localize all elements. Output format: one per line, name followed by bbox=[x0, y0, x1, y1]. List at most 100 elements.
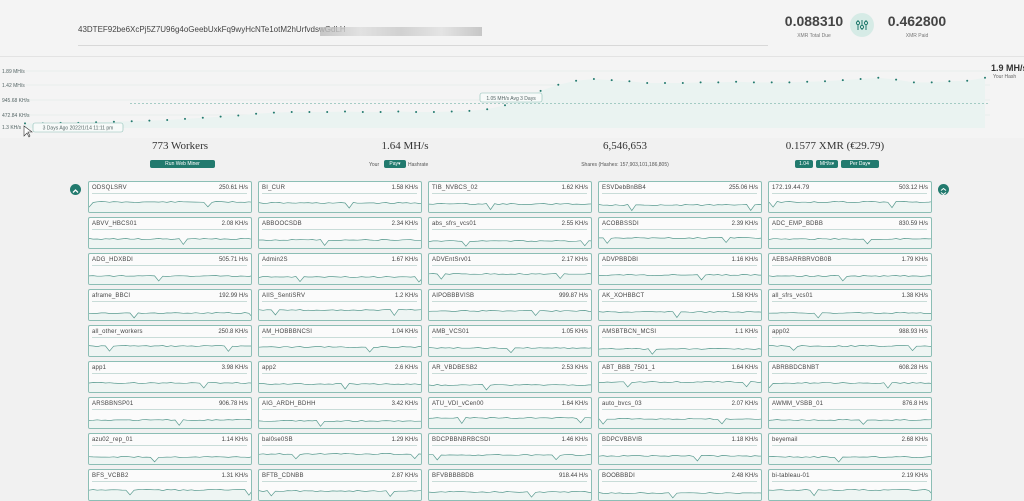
worker-hashrate: 1.31 KH/s bbox=[221, 473, 248, 479]
worker-divider bbox=[772, 373, 927, 374]
worker-tile[interactable]: beyemail 2.68 KH/s bbox=[768, 433, 932, 465]
worker-tile[interactable]: BDCPBBNBRBCSDI 1.46 KH/s bbox=[428, 433, 592, 465]
worker-tile[interactable]: AMSBTBCN_MCSI 1.1 KH/s bbox=[598, 325, 762, 357]
worker-divider bbox=[262, 337, 417, 338]
shares-value: 6,546,653 bbox=[603, 140, 647, 152]
sort-workers-button[interactable] bbox=[938, 184, 949, 196]
collapse-workers-button[interactable] bbox=[70, 184, 81, 195]
worker-hashrate: 988.93 H/s bbox=[898, 329, 928, 335]
worker-hashrate: 503.12 H/s bbox=[898, 185, 928, 191]
worker-tile[interactable]: app02 988.93 H/s bbox=[768, 325, 932, 357]
worker-tile[interactable]: ACOBBSSDI 2.39 KH/s bbox=[598, 217, 762, 249]
worker-tile[interactable]: AR_VBDBESB2 2.53 KH/s bbox=[428, 361, 592, 393]
worker-tile[interactable]: BFTB_CDNBB 2.87 KH/s bbox=[258, 469, 422, 501]
worker-hashrate: 1.58 KH/s bbox=[391, 185, 418, 191]
chart-point bbox=[592, 78, 595, 80]
worker-tile[interactable]: ABRBBDCBNBT 608.28 H/s bbox=[768, 361, 932, 393]
calc-hashrate-input[interactable]: 1.04 bbox=[795, 160, 813, 168]
worker-sparkline bbox=[599, 418, 761, 428]
worker-divider bbox=[262, 265, 417, 266]
summary-bar: 773 Workers Run Web Miner 1.64 MH/s Your… bbox=[0, 138, 1024, 180]
worker-tile[interactable]: bal0se0SB 1.29 KH/s bbox=[258, 433, 422, 465]
chart-point bbox=[272, 111, 275, 114]
worker-tile[interactable]: AIPOBBBVISB 999.87 H/s bbox=[428, 289, 592, 321]
chart-point bbox=[735, 80, 738, 83]
chart-point bbox=[201, 116, 204, 119]
worker-hashrate: 1.16 KH/s bbox=[731, 257, 758, 263]
worker-name: AM_HOBBBNCSI bbox=[262, 329, 313, 335]
worker-tile[interactable]: auto_bvcs_03 2.07 KH/s bbox=[598, 397, 762, 429]
worker-tile[interactable]: AIIS_SentiSRV 1.2 KH/s bbox=[258, 289, 422, 321]
worker-sparkline bbox=[89, 419, 251, 428]
worker-tile[interactable]: AEBSARRBRVOB0B 1.79 KH/s bbox=[768, 253, 932, 285]
worker-sparkline bbox=[769, 345, 931, 356]
worker-tile[interactable]: BFVBBBBBDB 918.44 H/s bbox=[428, 469, 592, 501]
worker-divider bbox=[602, 445, 757, 446]
calc-period-dropdown[interactable]: Per Day ▾ bbox=[841, 160, 879, 168]
worker-divider bbox=[772, 445, 927, 446]
worker-tile[interactable]: TIB_NVBCS_02 1.62 KH/s bbox=[428, 181, 592, 213]
worker-hashrate: 2.34 KH/s bbox=[391, 221, 418, 227]
worker-name: BDCPBBNBRBCSDI bbox=[432, 437, 491, 443]
wallet-underline bbox=[78, 45, 768, 46]
worker-tile[interactable]: AMB_VCS01 1.05 KH/s bbox=[428, 325, 592, 357]
worker-tile[interactable]: ADG_HDXBDI 505.71 H/s bbox=[88, 253, 252, 285]
worker-name: ESVDebBnBB4 bbox=[602, 185, 646, 191]
run-web-miner-button[interactable]: Run Web Miner bbox=[150, 160, 215, 168]
worker-tile[interactable]: AM_HOBBBNCSI 1.04 KH/s bbox=[258, 325, 422, 357]
worker-tile[interactable]: ABBOOCSDB 2.34 KH/s bbox=[258, 217, 422, 249]
y-tick-4: 1.3 KH/s bbox=[2, 125, 22, 131]
worker-name: 172.19.44.79 bbox=[772, 185, 810, 191]
worker-tile[interactable]: ABVV_HBCS01 2.08 KH/s bbox=[88, 217, 252, 249]
worker-tile[interactable]: app2 2.6 KH/s bbox=[258, 361, 422, 393]
worker-name: ABVV_HBCS01 bbox=[92, 221, 137, 227]
worker-tile[interactable]: BFS_VCBB2 1.31 KH/s bbox=[88, 469, 252, 501]
worker-tile[interactable]: all_other_workers 250.8 KH/s bbox=[88, 325, 252, 357]
worker-hashrate: 1.04 KH/s bbox=[391, 329, 418, 335]
wallet-address[interactable]: 43DTEF92be6XcPj5Z7U96g4oGeebUxkFq9wyHcNT… bbox=[78, 25, 346, 34]
worker-sparkline bbox=[89, 382, 251, 392]
worker-hashrate: 608.28 H/s bbox=[898, 365, 928, 371]
worker-tile[interactable]: ADVEntSrv01 2.17 KH/s bbox=[428, 253, 592, 285]
worker-sparkline bbox=[599, 311, 761, 320]
worker-hashrate: 3.42 KH/s bbox=[391, 401, 418, 407]
worker-hashrate: 1.67 KH/s bbox=[391, 257, 418, 263]
worker-hashrate: 1.05 KH/s bbox=[561, 329, 588, 335]
worker-sparkline bbox=[259, 309, 421, 320]
worker-tile[interactable]: BOOBBBDI 2.48 KH/s bbox=[598, 469, 762, 501]
pay-dropdown-label: Pay bbox=[389, 161, 399, 167]
worker-tile[interactable]: BDPCVBBVIB 1.18 KH/s bbox=[598, 433, 762, 465]
worker-tile[interactable]: aframe_BBCI 192.99 H/s bbox=[88, 289, 252, 321]
worker-tile[interactable]: azu02_rep_01 1.14 KH/s bbox=[88, 433, 252, 465]
worker-divider bbox=[602, 193, 757, 194]
worker-tile[interactable]: ESVDebBnBB4 255.06 H/s bbox=[598, 181, 762, 213]
worker-tile[interactable]: Admin2S 1.67 KH/s bbox=[258, 253, 422, 285]
worker-name: AIG_ARDH_BDHH bbox=[262, 401, 316, 407]
worker-tile[interactable]: BI_CUR 1.58 KH/s bbox=[258, 181, 422, 213]
chevron-down-icon: ▾ bbox=[867, 161, 871, 167]
worker-tile[interactable]: ODSQLSRV 250.61 H/s bbox=[88, 181, 252, 213]
worker-tile[interactable]: ADC_EMP_BDBB 830.59 H/s bbox=[768, 217, 932, 249]
worker-tile[interactable]: all_sfrs_vcs01 1.38 KH/s bbox=[768, 289, 932, 321]
worker-tile[interactable]: ARSBBNSP01 906.78 H/s bbox=[88, 397, 252, 429]
worker-hashrate: 505.71 H/s bbox=[218, 257, 248, 263]
worker-tile[interactable]: ADVPBBDBI 1.16 KH/s bbox=[598, 253, 762, 285]
worker-tile[interactable]: bi-tableau-01 2.19 KH/s bbox=[768, 469, 932, 501]
worker-tile[interactable]: app1 3.98 KH/s bbox=[88, 361, 252, 393]
worker-tile[interactable]: AK_XOHBBCT 1.58 KH/s bbox=[598, 289, 762, 321]
worker-tile[interactable]: 172.19.44.79 503.12 H/s bbox=[768, 181, 932, 213]
worker-tile[interactable]: AIG_ARDH_BDHH 3.42 KH/s bbox=[258, 397, 422, 429]
worker-tile[interactable]: AWMM_VSBB_01 876.8 H/s bbox=[768, 397, 932, 429]
pay-dropdown[interactable]: Pay ▾ bbox=[384, 160, 406, 168]
worker-tile[interactable]: ABT_BBB_7501_1 1.64 KH/s bbox=[598, 361, 762, 393]
calc-unit-dropdown[interactable]: MH/s ▾ bbox=[816, 160, 838, 168]
worker-hashrate: 2.53 KH/s bbox=[561, 365, 588, 371]
chart-point bbox=[130, 120, 133, 123]
worker-divider bbox=[772, 409, 927, 410]
chart-point bbox=[24, 122, 26, 125]
worker-sparkline bbox=[769, 419, 931, 428]
settings-sliders-icon[interactable] bbox=[850, 13, 874, 37]
chart-point bbox=[984, 76, 986, 79]
worker-tile[interactable]: ATU_VDI_vCen00 1.64 KH/s bbox=[428, 397, 592, 429]
worker-tile[interactable]: abs_sfrs_vcs01 2.55 KH/s bbox=[428, 217, 592, 249]
